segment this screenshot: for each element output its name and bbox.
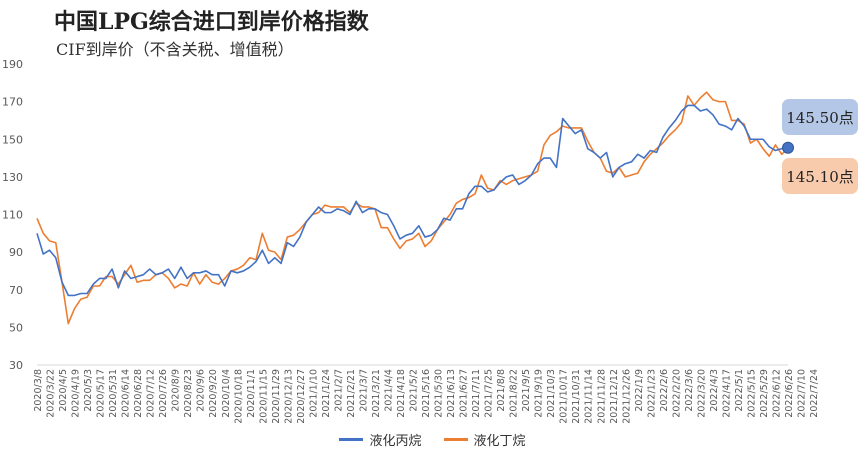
x-tick-label-25: 2021/2/21 — [346, 369, 357, 418]
x-tick-label-7: 2020/6/14 — [121, 369, 132, 418]
x-tick-label-51: 2022/2/20 — [671, 369, 682, 418]
y-tick-label-8: 190 — [2, 58, 23, 71]
series-line-propane — [36, 104, 789, 297]
y-tick-label-5: 130 — [2, 171, 23, 184]
y-tick-label-7: 170 — [2, 96, 23, 109]
x-tick-label-19: 2020/11/29 — [271, 369, 282, 424]
x-tick-label-12: 2020/8/23 — [183, 369, 194, 418]
x-tick-label-50: 2022/2/6 — [659, 369, 670, 412]
x-tick-label-10: 2020/7/26 — [158, 369, 169, 418]
x-tick-label-17: 2020/11/1 — [246, 369, 257, 418]
chart-legend: 液化丙烷 液化丁烷 — [0, 430, 865, 449]
x-tick-label-6: 2020/5/31 — [108, 369, 119, 418]
legend-label-propane: 液化丙烷 — [369, 434, 422, 449]
x-tick-label-59: 2022/6/12 — [771, 369, 782, 418]
x-tick-label-41: 2021/10/3 — [546, 369, 557, 418]
x-tick-label-48: 2022/1/9 — [634, 369, 645, 412]
series-line-butane — [36, 91, 789, 325]
x-tick-label-13: 2020/9/6 — [196, 369, 207, 412]
x-tick-label-9: 2020/7/12 — [146, 369, 157, 418]
y-tick-label-3: 90 — [9, 246, 23, 259]
x-tick-label-11: 2020/8/9 — [171, 369, 182, 412]
x-tick-label-40: 2021/9/19 — [534, 369, 545, 418]
x-tick-label-36: 2021/7/25 — [484, 369, 495, 418]
butane-latest-callout: 145.10点 — [782, 158, 858, 194]
x-tick-label-31: 2021/5/16 — [421, 369, 432, 418]
x-tick-label-2: 2020/4/5 — [58, 369, 69, 412]
x-tick-label-3: 2020/4/19 — [71, 369, 82, 418]
x-tick-label-24: 2021/2/7 — [333, 369, 344, 412]
x-tick-label-45: 2021/11/28 — [596, 369, 607, 424]
chart-subtitle: CIF到岸价（不含关税、增值税） — [56, 40, 294, 59]
x-tick-label-26: 2021/3/7 — [358, 369, 369, 412]
x-tick-label-53: 2022/3/20 — [696, 369, 707, 418]
x-tick-label-54: 2022/4/3 — [709, 369, 720, 412]
x-tick-label-22: 2021/1/10 — [308, 369, 319, 418]
x-tick-label-37: 2021/8/8 — [496, 369, 507, 412]
x-tick-label-16: 2020/10/18 — [233, 369, 244, 424]
y-tick-label-0: 30 — [9, 359, 23, 372]
x-tick-label-5: 2020/5/17 — [96, 369, 107, 418]
x-tick-label-58: 2022/5/29 — [759, 369, 770, 418]
x-tick-label-60: 2022/6/26 — [784, 369, 795, 418]
x-tick-label-29: 2021/4/18 — [396, 369, 407, 418]
legend-swatch-butane — [443, 438, 468, 441]
x-tick-label-39: 2021/9/5 — [521, 369, 532, 412]
x-tick-label-55: 2022/4/17 — [721, 369, 732, 418]
x-tick-label-57: 2022/5/15 — [746, 369, 757, 418]
legend-label-butane: 液化丁烷 — [473, 434, 526, 449]
x-tick-label-20: 2020/12/13 — [283, 369, 294, 424]
x-tick-label-34: 2021/6/27 — [459, 369, 470, 418]
y-tick-label-6: 150 — [2, 133, 23, 146]
x-tick-label-0: 2020/3/8 — [33, 369, 44, 412]
x-tick-label-38: 2021/8/22 — [509, 369, 520, 418]
x-tick-label-30: 2021/5/2 — [409, 369, 420, 412]
x-tick-label-62: 2022/7/24 — [809, 369, 820, 418]
x-tick-label-56: 2022/5/1 — [734, 369, 745, 412]
y-tick-label-4: 110 — [2, 209, 23, 222]
x-tick-label-14: 2020/9/20 — [208, 369, 219, 418]
propane-latest-callout: 145.50点 — [782, 99, 858, 135]
x-tick-label-23: 2021/1/24 — [321, 369, 332, 418]
x-tick-label-33: 2021/6/13 — [446, 369, 457, 418]
legend-item-propane[interactable]: 液化丙烷 — [339, 430, 422, 449]
chart-title: 中国LPG综合进口到岸价格指数 — [54, 9, 369, 35]
x-tick-label-61: 2022/7/10 — [797, 369, 808, 418]
x-tick-label-4: 2020/5/3 — [83, 369, 94, 412]
y-tick-label-2: 70 — [9, 284, 23, 297]
x-tick-label-27: 2021/3/21 — [371, 369, 382, 418]
legend-swatch-propane — [339, 438, 364, 441]
x-tick-label-46: 2021/12/12 — [609, 369, 620, 424]
x-tick-label-28: 2021/4/4 — [383, 369, 394, 412]
x-tick-label-49: 2022/1/23 — [646, 369, 657, 418]
x-tick-label-52: 2022/3/6 — [684, 369, 695, 412]
y-tick-label-1: 50 — [9, 321, 23, 334]
propane-last-point-marker — [782, 141, 794, 154]
x-tick-label-1: 2020/3/22 — [46, 369, 57, 418]
x-tick-label-43: 2021/10/31 — [571, 369, 582, 424]
x-tick-label-32: 2021/5/30 — [434, 369, 445, 418]
x-tick-label-44: 2021/11/14 — [584, 369, 595, 424]
x-tick-label-42: 2021/10/17 — [559, 369, 570, 424]
x-tick-label-21: 2020/12/27 — [296, 369, 307, 424]
x-tick-label-18: 2020/11/15 — [258, 369, 269, 424]
legend-item-butane[interactable]: 液化丁烷 — [443, 430, 526, 449]
x-tick-label-47: 2021/12/26 — [621, 369, 632, 424]
x-tick-label-35: 2021/7/11 — [471, 369, 482, 418]
x-tick-label-15: 2020/10/4 — [221, 369, 232, 418]
x-tick-label-8: 2020/6/28 — [133, 369, 144, 418]
